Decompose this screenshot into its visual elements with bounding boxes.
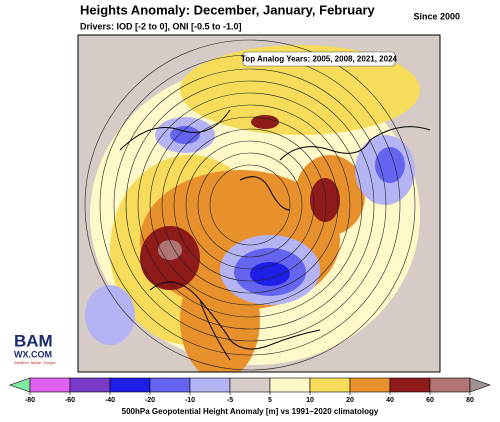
since-label: Since 2000 <box>413 11 460 21</box>
title: Heights Anomaly: December, January, Febr… <box>80 2 376 17</box>
subtitle: Drivers: IOD [-2 to 0], ONI [-0.5 to -1.… <box>80 21 242 31</box>
colorbar: -80 -60 -40 -20 -10 -5 5 10 20 40 60 80 <box>9 377 491 404</box>
colorbar-segment <box>269 377 311 393</box>
map <box>78 35 440 372</box>
colorbar-tick-label: 60 <box>426 397 434 404</box>
colorbar-tick-label: -80 <box>25 397 35 404</box>
colorbar-tick-label: 40 <box>386 397 394 404</box>
colorbar-tick-label: 80 <box>466 397 474 404</box>
colorbar-tick-label: 10 <box>306 397 314 404</box>
colorbar-tick-label: -5 <box>227 397 233 404</box>
colorbar-tick-label: -20 <box>145 397 155 404</box>
colorbar-segment <box>429 377 471 393</box>
colorbar-tick-label: -10 <box>185 397 195 404</box>
colorbar-segment <box>309 377 351 393</box>
colorbar-arrow-high <box>469 377 491 393</box>
colorbar-tick-label: 5 <box>268 397 272 404</box>
colorbar-segment <box>229 377 271 393</box>
annotation: Top Analog Years: 2005, 2008, 2021, 2024 <box>241 55 397 64</box>
colorbar-tick-label: 20 <box>346 397 354 404</box>
colorbar-segment <box>149 377 191 393</box>
colorbar-segment <box>69 377 111 393</box>
colorbar-tick-label: -60 <box>65 397 75 404</box>
logo-bottom: WX.COM <box>14 349 52 359</box>
colorbar-segment <box>389 377 431 393</box>
logo-tagline: Weather. Made. Simple. <box>14 360 57 365</box>
colorbar-segment <box>109 377 151 393</box>
colorbar-segment <box>349 377 391 393</box>
logo-top: BAM <box>14 331 53 350</box>
colorbar-label: 500hPa Geopotential Height Anomaly [m] v… <box>122 407 379 416</box>
colorbar-segment <box>29 377 71 393</box>
colorbar-arrow-low <box>9 377 31 393</box>
colorbar-segment <box>189 377 231 393</box>
colorbar-tick-label: -40 <box>105 397 115 404</box>
logo: BAM WX.COM Weather. Made. Simple. <box>14 331 57 365</box>
annotation-box <box>242 51 396 67</box>
map-frame <box>77 34 441 373</box>
